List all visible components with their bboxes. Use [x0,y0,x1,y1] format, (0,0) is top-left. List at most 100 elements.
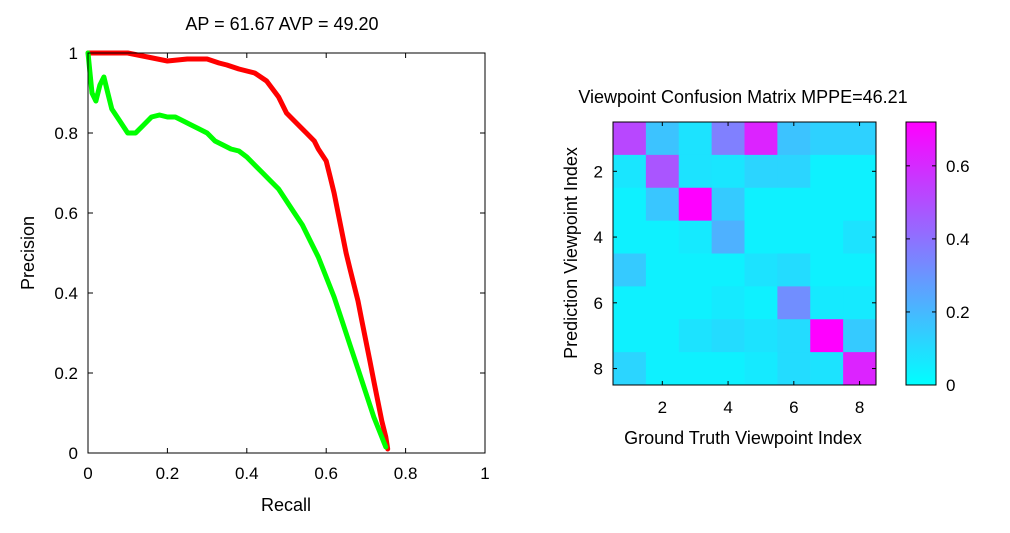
heatmap-cell [711,286,745,320]
pr-y-tick-label: 0.8 [54,124,78,143]
heatmap-y-tick-label: 6 [594,294,603,313]
heatmap-cell [810,352,844,386]
colorbar-tick-label: 0.2 [946,303,970,322]
pr-x-tick-label: 0.8 [394,464,418,483]
heatmap-cell [711,122,745,156]
pr-series-line-0 [85,50,391,452]
heatmap-cell [744,122,778,156]
heatmap-cell [678,122,713,156]
pr-series-line-1 [85,50,389,450]
colorbar-tick-label: 0.6 [946,157,970,176]
heatmap-y-tick-label: 4 [594,228,603,247]
pr-x-tick-label: 0 [83,464,92,483]
heatmap-cell [645,319,680,353]
colorbar-frame [905,121,937,386]
heatmap-cell [711,187,745,222]
heatmap-cell [711,253,745,287]
heatmap-cell [744,286,778,320]
heatmap-cell [810,154,844,189]
heatmap-cell [810,220,844,254]
heatmap-cell [711,319,745,353]
heatmap-cell [744,352,778,386]
heatmap-cell [744,253,778,287]
pr-y-tick-label: 0.4 [54,284,78,303]
heatmap-cell [645,122,680,156]
heatmap-cell [645,154,680,189]
pr-y-axis-label: Precision [18,216,38,290]
heatmap-cell [810,319,844,353]
heatmap-cell [613,253,647,287]
colorbar-tick-label: 0.4 [946,230,970,249]
heatmap-cell [711,220,745,254]
heatmap-cell [843,253,877,287]
heatmap-axis-ticks: 2 4 6 8 2 4 6 8 [594,122,876,417]
heatmap-cell [810,253,844,287]
colorbar: 0 0.2 0.4 0.6 [905,121,970,395]
heatmap-cell [645,187,680,222]
colorbar-gradient [906,122,936,385]
heatmap-y-tick-label: 8 [594,360,603,379]
heatmap-cell [777,319,811,353]
heatmap-cell [843,122,877,156]
heatmap-cell [744,319,778,353]
heatmap-cell [678,286,713,320]
heatmap-cell [678,352,713,386]
heatmap-axes-box [612,121,877,386]
heatmap-cell [744,187,778,222]
pr-x-axis-label: Recall [261,495,311,515]
heatmap-x-axis-label: Ground Truth Viewpoint Index [624,428,862,448]
heatmap-cell [843,187,877,222]
heatmap-cell [678,253,713,287]
heatmap-x-tick-label: 8 [855,398,864,417]
confusion-chart: Viewpoint Confusion Matrix MPPE=46.21 2 4… [561,87,970,448]
heatmap-cell [777,122,811,156]
heatmap-y-tick-label: 2 [594,162,603,181]
heatmap-cell [613,187,647,222]
heatmap-cell [645,220,680,254]
heatmap-cell [777,253,811,287]
pr-axes-box [87,52,486,454]
heatmap-cell [678,154,713,189]
heatmap-cell [777,187,811,222]
pr-y-tick-label: 1 [69,44,78,63]
heatmap-cell [613,286,647,320]
heatmap-cell [810,286,844,320]
heatmap-x-tick-label: 4 [723,398,732,417]
heatmap-cell [645,253,680,287]
heatmap-cell [711,352,745,386]
heatmap-cell [843,319,877,353]
heatmap-cell [744,220,778,254]
heatmap-cell [613,220,647,254]
heatmap-y-axis-label: Prediction Viewpoint Index [561,147,581,359]
pr-x-tick-label: 0.6 [314,464,338,483]
heatmap-cell [843,286,877,320]
heatmap-cell [678,220,713,254]
pr-plot-area [85,50,391,452]
pr-chart: AP = 61.67 AVP = 49.20 0 0.2 0.4 0.6 0.8 1 0 0.… [18,14,490,515]
heatmap-cell [810,187,844,222]
pr-chart-title: AP = 61.67 AVP = 49.20 [185,14,378,34]
pr-y-tick-label: 0.6 [54,204,78,223]
heatmap-cell [613,319,647,353]
pr-x-tick-label: 0.4 [235,464,259,483]
heatmap-cell [777,352,811,386]
heatmap-cell [613,122,647,156]
pr-y-tick-label: 0 [69,444,78,463]
pr-y-tick-label: 0.2 [54,364,78,383]
heatmap-cell [843,352,877,386]
heatmap-x-tick-label: 6 [789,398,798,417]
confusion-chart-title: Viewpoint Confusion Matrix MPPE=46.21 [578,87,907,107]
pr-x-tick-label: 0.2 [156,464,180,483]
heatmap-x-tick-label: 2 [658,398,667,417]
heatmap-cell [678,319,713,353]
heatmap-cell [777,220,811,254]
heatmap-cell [777,286,811,320]
heatmap-cell [810,122,844,156]
heatmap-cell [777,154,811,189]
heatmap-cell [843,154,877,189]
heatmap-cell [744,154,778,189]
heatmap-cell [711,154,745,189]
heatmap-cell [843,220,877,254]
heatmap-cell [613,154,647,189]
